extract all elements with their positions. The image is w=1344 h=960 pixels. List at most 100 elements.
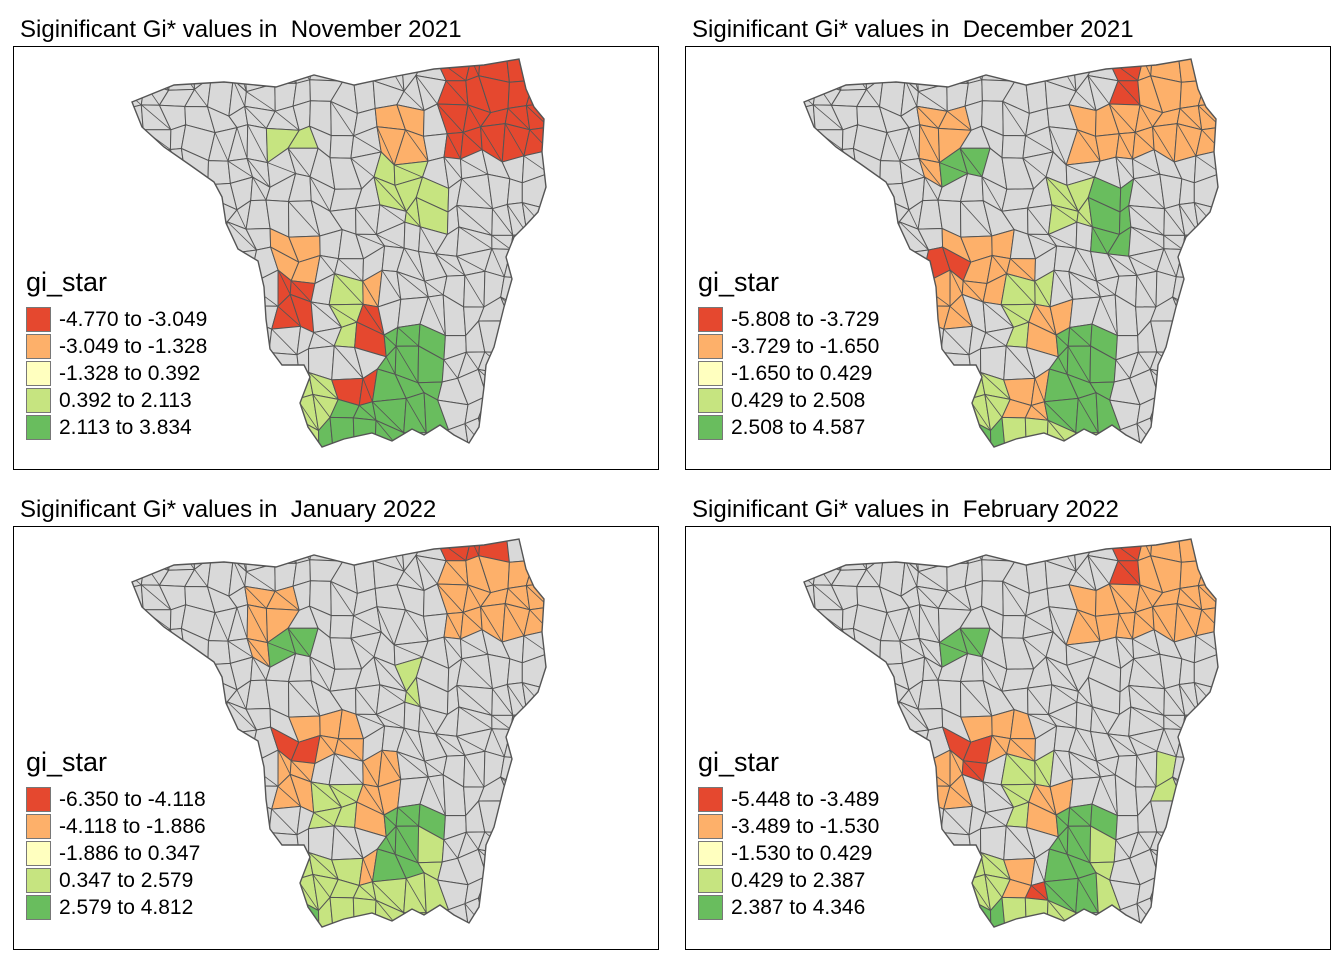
district-polygon (522, 898, 546, 927)
district-boundary (887, 714, 897, 735)
legend-swatch (26, 895, 51, 920)
district-polygon (902, 276, 922, 307)
legend: gi_star -5.448 to -3.489 -3.489 to -1.53… (698, 749, 879, 921)
district-polygon (477, 874, 511, 903)
district-polygon (1171, 800, 1203, 834)
district-boundary (464, 275, 485, 308)
district-boundary (312, 394, 331, 418)
district-polygon (1071, 912, 1099, 927)
district-polygon (499, 320, 531, 354)
district-boundary (338, 738, 364, 762)
district-polygon (1001, 896, 1027, 927)
district-boundary (492, 208, 514, 236)
district-boundary (1034, 304, 1057, 336)
district-boundary (1068, 751, 1101, 778)
district-polygon (1193, 231, 1218, 258)
district-boundary (234, 803, 253, 831)
district-polygon (1172, 756, 1206, 791)
legend-label: 0.429 to 2.387 (731, 869, 866, 892)
district-boundary (405, 398, 427, 433)
district-boundary (865, 59, 884, 77)
district-polygon (275, 378, 301, 400)
district-polygon (395, 803, 421, 827)
district-boundary (266, 429, 299, 447)
district-boundary (246, 91, 276, 112)
district-polygon (521, 711, 546, 738)
district-boundary (330, 581, 354, 616)
district-boundary (330, 101, 354, 136)
district-polygon (947, 378, 973, 400)
district-polygon (804, 59, 822, 91)
district-boundary (1176, 123, 1197, 157)
legend-label: -1.530 to 0.429 (731, 842, 873, 865)
district-boundary (1077, 129, 1101, 162)
district-boundary (247, 604, 268, 643)
district-polygon (244, 350, 277, 382)
district-boundary (385, 836, 396, 855)
district-boundary (484, 831, 512, 856)
district-boundary (1204, 758, 1218, 783)
district-polygon (234, 415, 258, 447)
district-boundary (504, 123, 525, 157)
district-polygon (526, 539, 546, 561)
district-boundary (1152, 606, 1175, 643)
district-boundary (1048, 714, 1077, 729)
district-boundary (246, 571, 276, 592)
district-polygon (878, 850, 910, 886)
district-polygon (1149, 874, 1183, 903)
legend: gi_star -4.770 to -3.049 -3.049 to -1.32… (26, 269, 207, 441)
district-boundary (381, 750, 402, 780)
district-boundary (866, 89, 880, 107)
district-boundary (1133, 658, 1165, 690)
district-polygon (499, 800, 531, 834)
district-polygon (878, 832, 910, 862)
district-boundary (290, 280, 312, 303)
district-boundary (1087, 75, 1110, 105)
district-boundary (1117, 560, 1141, 586)
district-polygon (525, 278, 546, 311)
district-boundary (980, 852, 1011, 880)
district-polygon (525, 781, 546, 811)
district-polygon (876, 727, 905, 763)
district-polygon (525, 758, 546, 791)
district-boundary (132, 676, 148, 718)
district-boundary (465, 352, 479, 370)
district-boundary (1198, 233, 1218, 257)
district-boundary (943, 808, 970, 836)
district-polygon (947, 858, 973, 880)
district-boundary (1205, 79, 1218, 104)
district-polygon (151, 148, 174, 180)
district-polygon (1149, 417, 1186, 447)
district-boundary (456, 255, 486, 272)
district-boundary (946, 110, 972, 131)
district-boundary (456, 685, 493, 716)
district-polygon (226, 321, 255, 354)
district-polygon (938, 59, 969, 85)
district-boundary (1053, 270, 1074, 300)
district-polygon (525, 554, 546, 587)
district-boundary (509, 901, 525, 927)
district-boundary (1057, 836, 1068, 855)
district-polygon (875, 895, 910, 927)
district-polygon (522, 418, 546, 447)
district-boundary (939, 642, 968, 654)
district-boundary (379, 204, 406, 223)
district-polygon (906, 379, 929, 404)
district-boundary (435, 733, 466, 756)
district-polygon (246, 421, 272, 447)
district-boundary (267, 642, 296, 654)
district-boundary (1091, 706, 1108, 735)
district-polygon (522, 402, 546, 425)
district-boundary (1000, 304, 1030, 323)
district-boundary (480, 126, 503, 163)
district-polygon (906, 392, 929, 424)
district-polygon (170, 171, 188, 215)
legend-swatch (26, 388, 51, 413)
district-boundary (1045, 656, 1079, 692)
district-polygon (266, 59, 297, 85)
district-polygon (813, 172, 846, 214)
district-polygon (1149, 897, 1186, 927)
district-boundary (232, 79, 246, 107)
district-boundary (227, 701, 257, 731)
district-boundary (333, 825, 364, 859)
